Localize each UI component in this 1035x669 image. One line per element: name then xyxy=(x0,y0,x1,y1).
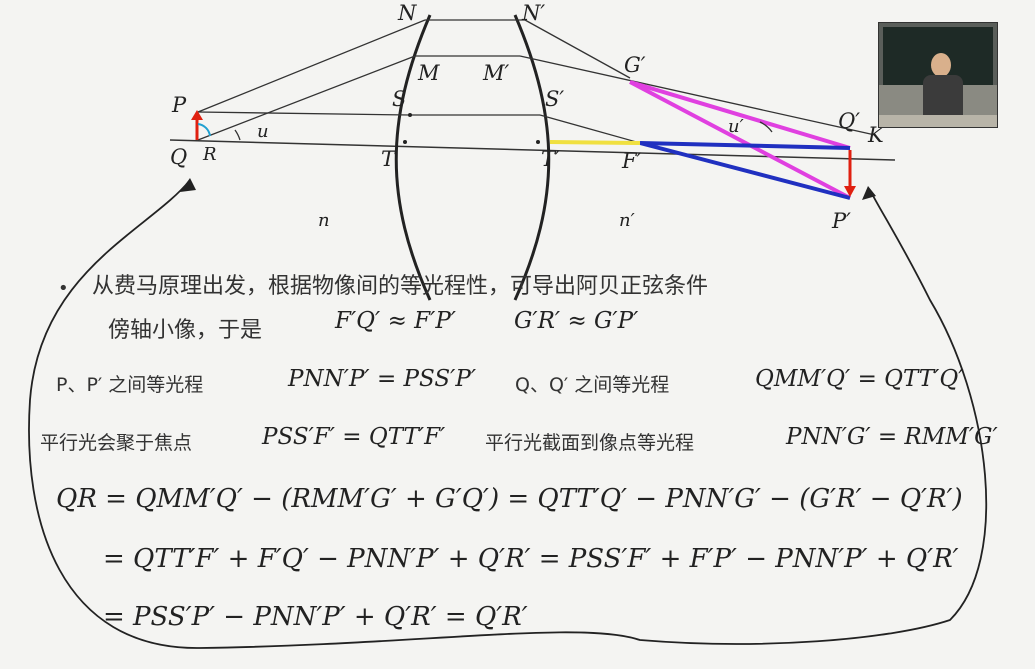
eq-line-2b: G′R′ ≈ G′P′ xyxy=(514,308,639,334)
label-N-prime: N′ xyxy=(521,1,545,25)
label-S: S xyxy=(392,87,406,111)
angle-mark-object xyxy=(197,123,211,137)
eq-line-6: = QTT′F′ + F′Q′ − PNN′P′ + Q′R′ = PSS′F′… xyxy=(103,544,959,574)
eq-line-7: = PSS′P′ − PNN′P′ + Q′R′ = Q′R′ xyxy=(103,602,528,632)
optical-axis xyxy=(169,139,896,161)
eq-line-4b: PNN′G′ = RMM′G′ xyxy=(786,424,998,450)
label-n-prime: n′ xyxy=(619,210,635,231)
eq-line-3b: QMM′Q′ = QTT′Q′ xyxy=(755,366,964,392)
eq-line-2a: F′Q′ ≈ F′P′ xyxy=(335,308,457,334)
label-M-prime: M′ xyxy=(482,61,510,85)
ray-M-prime-K xyxy=(519,55,876,136)
eq-line-3a: PNN′P′ = PSS′P′ xyxy=(288,366,477,392)
point-T-prime xyxy=(536,140,540,144)
angle-u-prime-arc xyxy=(759,121,773,133)
text-line-3b: Q、Q′ 之间等光程 xyxy=(515,374,670,396)
magenta-ray-upper xyxy=(629,80,851,150)
eq-line-4a: PSS′F′ = QTT′F′ xyxy=(262,424,446,450)
label-P: P xyxy=(171,93,187,117)
ray-N-prime-G-prime xyxy=(524,19,631,79)
label-u: u xyxy=(257,121,269,142)
label-Q-prime: Q′ xyxy=(838,109,860,133)
curved-arrowhead-left xyxy=(180,178,196,192)
text-line-4a: 平行光会聚于焦点 xyxy=(40,432,193,454)
curved-annotation-arrow xyxy=(28,179,988,649)
blue-ray-upper xyxy=(639,141,851,150)
image-arrowhead xyxy=(844,186,856,197)
text-line-3a: P、P′ 之间等光程 xyxy=(56,374,204,396)
label-n: n xyxy=(318,210,330,231)
ray-P-S xyxy=(197,111,411,116)
ray-P-N xyxy=(197,19,426,113)
bullet: • xyxy=(58,278,69,299)
lens-right-surface xyxy=(513,14,551,301)
label-T-prime: T′ xyxy=(541,147,560,171)
ray-Q-M xyxy=(197,55,416,141)
label-M: M xyxy=(417,61,440,85)
label-F-prime: F′ xyxy=(621,149,642,173)
label-u-prime: u′ xyxy=(728,116,744,137)
text-line-4b: 平行光截面到像点等光程 xyxy=(485,432,695,454)
curved-arrowhead-right xyxy=(862,186,876,200)
ray-S-prime-F-prime xyxy=(539,114,641,144)
magenta-ray-lower xyxy=(629,80,851,200)
label-P-prime: P′ xyxy=(831,209,851,233)
point-S xyxy=(408,113,412,117)
angle-u-arc xyxy=(234,129,241,141)
label-S-prime: S′ xyxy=(545,87,564,111)
object-arrowhead xyxy=(191,110,203,120)
lecturer-video-icon xyxy=(878,22,998,128)
text-line-2: 傍轴小像，于是 xyxy=(108,318,263,343)
label-G-prime: G′ xyxy=(624,53,646,77)
label-N: N xyxy=(397,1,417,25)
label-K: K xyxy=(867,123,885,147)
point-T xyxy=(403,140,407,144)
text-line-1: 从费马原理出发，根据物像间的等光程性，可导出阿贝正弦条件 xyxy=(92,274,709,299)
label-T: T xyxy=(381,147,397,171)
label-Q: Q xyxy=(170,145,187,169)
blue-ray-lower xyxy=(639,141,851,200)
yellow-segment xyxy=(549,140,641,145)
label-R: R xyxy=(202,144,217,165)
lens-left-surface xyxy=(394,14,432,301)
eq-line-5: QR = QMM′Q′ − (RMM′G′ + G′Q′) = QTT′Q′ −… xyxy=(56,484,963,514)
